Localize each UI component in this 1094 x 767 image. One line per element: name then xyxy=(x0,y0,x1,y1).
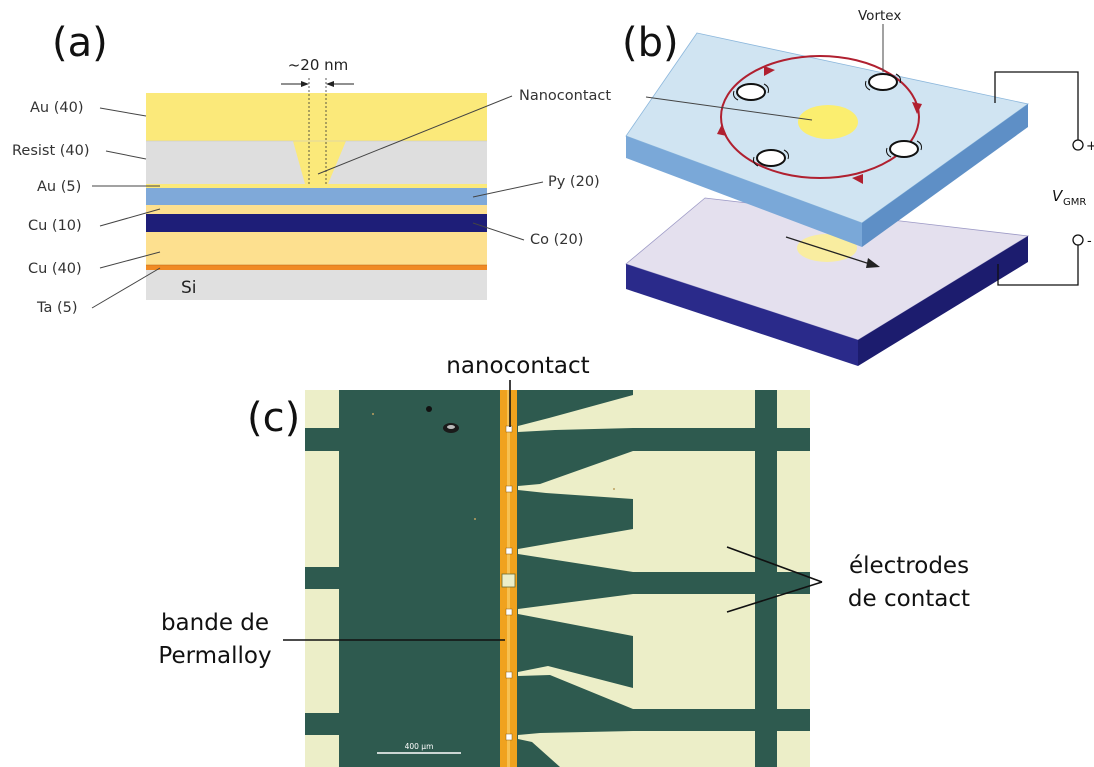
vortex-marker xyxy=(733,83,769,101)
voltage-symbol: V xyxy=(1052,187,1064,205)
label-co-20: Co (20) xyxy=(530,232,583,248)
label-cu-40: Cu (40) xyxy=(28,261,82,277)
resist-right-block xyxy=(328,141,487,184)
positive-terminal xyxy=(1072,139,1084,151)
layer-stack: Si xyxy=(146,93,487,300)
vortex-marker xyxy=(753,149,789,167)
width-label: ~20 nm xyxy=(288,56,349,74)
py-layer xyxy=(146,188,487,205)
panel-b: (b) xyxy=(622,8,1094,366)
cu-10-layer xyxy=(146,205,487,214)
terminal-minus: - xyxy=(1087,234,1092,249)
negative-terminal xyxy=(1072,234,1084,246)
electrodes-label-line1: électrodes xyxy=(849,553,969,579)
electrodes-label-line2: de contact xyxy=(848,586,970,612)
left-layer-labels: Au (40) Resist (40) Au (5) Cu (10) Cu (4… xyxy=(12,100,161,316)
voltage-subscript: GMR xyxy=(1063,197,1086,208)
co-magnetization-arrow xyxy=(866,258,880,268)
micrograph: 400 µm xyxy=(305,390,810,767)
label-cu-10: Cu (10) xyxy=(28,218,82,234)
py-slab xyxy=(625,32,1029,247)
py-nanocontact-spot xyxy=(798,105,858,139)
micrograph-background xyxy=(305,390,810,767)
nanocontact-au-fill xyxy=(293,141,346,184)
label-au-40: Au (40) xyxy=(30,100,83,116)
si-substrate xyxy=(146,270,487,300)
panel-b-label: (b) xyxy=(622,20,679,66)
terminal-plus: + xyxy=(1086,139,1094,154)
label-py-20: Py (20) xyxy=(548,174,600,190)
label-au-5: Au (5) xyxy=(37,179,81,195)
au-5-layer xyxy=(146,184,487,188)
right-layer-labels: Nanocontact Py (20) Co (20) xyxy=(317,88,611,248)
panel-c-label: (c) xyxy=(247,395,300,441)
label-resist-40: Resist (40) xyxy=(12,143,90,159)
co-layer xyxy=(146,214,487,232)
gmr-circuit: + - V GMR xyxy=(994,71,1094,286)
panel-a: (a) Si ~20 nm xyxy=(12,20,611,316)
panel-c: 400 µm (c) nanocontact bande de Permallo… xyxy=(158,353,970,767)
vortex-label: Vortex xyxy=(858,8,901,24)
label-ta-5: Ta (5) xyxy=(36,300,78,316)
nanocontact-label: nanocontact xyxy=(446,353,589,379)
vortex-markers xyxy=(733,73,922,167)
au-40-layer xyxy=(146,93,487,141)
co-slab xyxy=(625,197,1030,366)
vortex-orbit xyxy=(720,55,920,179)
ta-layer xyxy=(146,265,487,270)
vortex-marker xyxy=(886,140,922,158)
label-nanocontact: Nanocontact xyxy=(519,88,611,104)
width-annotation: ~20 nm xyxy=(281,56,354,186)
panel-a-label: (a) xyxy=(52,20,108,66)
scale-bar-label: 400 µm xyxy=(405,742,434,751)
si-label: Si xyxy=(181,278,197,298)
cu-40-layer xyxy=(146,232,487,265)
resist-left-block xyxy=(146,141,305,184)
vortex-marker xyxy=(865,73,901,91)
strip-label-line1: bande de xyxy=(161,610,269,636)
strip-label-line2: Permalloy xyxy=(158,643,271,669)
